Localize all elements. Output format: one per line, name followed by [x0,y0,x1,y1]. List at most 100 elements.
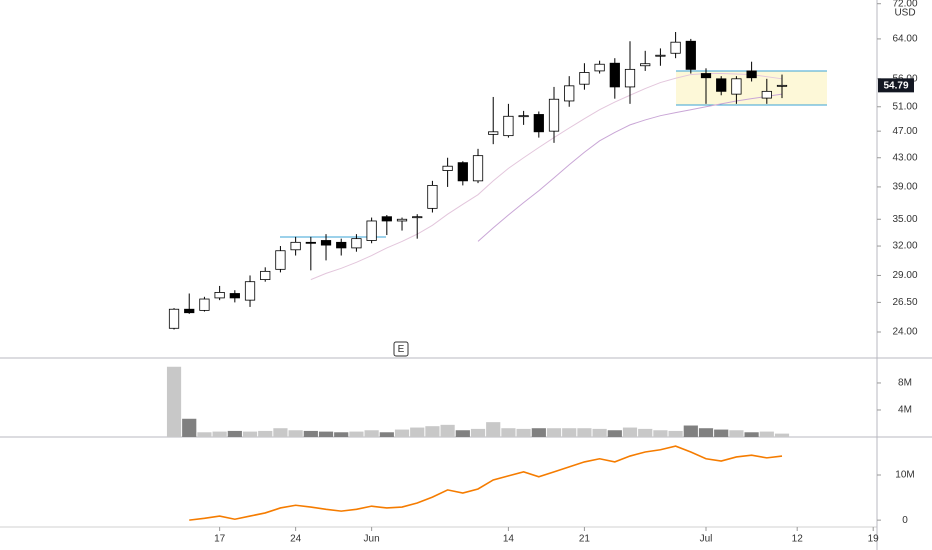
x-tick-label: 12 [792,534,804,545]
candle-body [275,250,286,270]
volume-bar [744,432,759,437]
volume-bar [486,422,501,437]
candle-body [199,298,210,311]
y-tick-label: 10M [895,470,914,481]
volume-bar [349,431,364,437]
volume-bar [653,430,668,437]
candle-body [564,85,575,102]
y-tick-label: 24.00 [892,327,917,338]
y-tick-label: 72.00 [892,0,917,9]
volume-bar [516,428,531,437]
candle-body [351,238,362,249]
volume-bar [212,431,227,437]
candle-body [168,308,180,329]
candle-body [624,68,636,88]
volume-bar [714,429,729,437]
candle-body [609,62,620,88]
volume-bar [455,430,470,437]
candle-body [442,165,453,171]
volume-bar [318,431,334,437]
volume-bar [197,432,212,437]
y-tick-label: 51.00 [892,101,917,112]
candle-body [533,114,544,133]
candle-body [381,216,392,222]
volume-bar [546,428,562,437]
candle-body [761,90,772,99]
volume-bar [440,424,455,437]
volume-bar [288,430,303,437]
candle-body [396,218,408,222]
volume-bar [242,431,258,437]
y-tick-label: 26.50 [892,297,917,308]
y-tick-label: 8M [898,378,912,389]
last-price-box [878,78,914,93]
volume-bar [303,430,318,437]
candle-body [457,162,468,182]
candle-body [700,73,712,79]
volume-bar [683,425,698,437]
volume-bar [470,428,486,437]
y-tick-label: 39.00 [892,182,917,193]
candle-body [655,54,666,57]
volume-bar [774,433,790,437]
candle-body [731,78,742,95]
candle-body [640,63,651,67]
volume-bar [258,430,273,437]
moving-average [477,93,783,242]
x-tick-label: Jun [364,534,380,545]
volume-bar [638,428,653,437]
y-tick-label: 43.00 [892,152,917,163]
candle-body [290,241,301,251]
volume-bar [394,429,410,437]
earnings-box [393,341,409,357]
candle-body [488,131,499,135]
volume-bar [698,428,714,437]
last-price-label: 54.79 [883,80,908,91]
candle-body [260,270,271,281]
candle-body [214,292,225,299]
candle-body [366,220,377,241]
x-tick-label: 21 [579,534,591,545]
y-tick-label: 0 [902,515,908,526]
y-tick-label: 47.00 [892,126,917,137]
volume-bar [227,430,242,437]
candle-body [594,63,605,72]
obv-line [189,445,783,521]
volume-bar [622,427,638,437]
volume-bar [562,428,577,437]
x-tick-label: 24 [290,534,302,545]
candle-body [472,155,484,182]
candle-body [229,293,240,299]
volume-bar [759,431,774,437]
candle-body [320,240,332,246]
candle-body [305,241,316,244]
volume-bar [592,428,607,437]
volume-bar [364,430,379,437]
y-tick-label: 4M [898,405,912,416]
candle-body [776,84,788,87]
candle-body [412,216,423,219]
volume-bar [410,427,425,437]
candle-body [579,72,590,85]
currency-label: USD [894,8,915,19]
volume-bar [425,426,440,437]
candle-body [716,78,727,92]
volume-bar [607,430,622,437]
y-tick-label: 64.00 [892,34,917,45]
candle-body [244,281,256,301]
y-tick-label: 35.00 [892,214,917,225]
x-tick-label: 19 [868,534,880,545]
candle-body [518,115,529,118]
y-tick-label: 32.00 [892,241,917,252]
candle-body [548,98,560,132]
candle-body [670,41,681,54]
volume-bar [166,366,182,437]
x-tick-label: Jul [700,534,713,545]
earnings-marker: E [398,344,405,355]
candle-body [685,40,696,70]
volume-bar [182,418,197,437]
volume-bar [668,430,683,437]
volume-bar [379,432,394,437]
volume-bar [334,432,349,437]
